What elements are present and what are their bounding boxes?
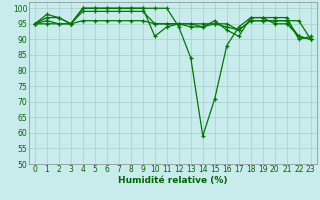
X-axis label: Humidité relative (%): Humidité relative (%) (118, 176, 228, 185)
